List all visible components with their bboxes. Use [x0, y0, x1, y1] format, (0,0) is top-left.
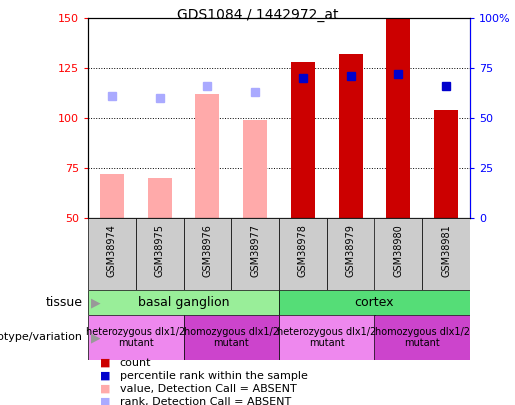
Text: basal ganglion: basal ganglion [138, 296, 229, 309]
Text: GSM38974: GSM38974 [107, 224, 117, 277]
Text: GSM38978: GSM38978 [298, 224, 308, 277]
Bar [291, 62, 315, 218]
Bar [148, 178, 171, 218]
Text: ▶: ▶ [91, 331, 100, 344]
Bar [183, 218, 231, 290]
Text: GSM38976: GSM38976 [202, 224, 212, 277]
Text: GSM38980: GSM38980 [393, 224, 403, 277]
Bar [339, 54, 363, 218]
Bar [88, 218, 136, 290]
Text: genotype/variation: genotype/variation [0, 333, 83, 343]
Text: heterozygous dlx1/2
mutant: heterozygous dlx1/2 mutant [86, 327, 185, 348]
Text: heterozygous dlx1/2
mutant: heterozygous dlx1/2 mutant [277, 327, 376, 348]
Bar [374, 218, 422, 290]
Bar [327, 218, 374, 290]
Bar [374, 315, 470, 360]
Bar [88, 290, 279, 315]
Text: rank, Detection Call = ABSENT: rank, Detection Call = ABSENT [119, 397, 291, 405]
Text: value, Detection Call = ABSENT: value, Detection Call = ABSENT [119, 384, 296, 394]
Text: homozygous dlx1/2
mutant: homozygous dlx1/2 mutant [184, 327, 279, 348]
Bar [136, 218, 183, 290]
Text: ■: ■ [100, 397, 111, 405]
Text: GDS1084 / 1442972_at: GDS1084 / 1442972_at [177, 8, 338, 22]
Text: count: count [119, 358, 151, 368]
Bar [386, 18, 410, 218]
Text: ■: ■ [100, 371, 111, 381]
Bar [88, 315, 183, 360]
Bar [183, 315, 279, 360]
Bar [195, 94, 219, 218]
Text: homozygous dlx1/2
mutant: homozygous dlx1/2 mutant [375, 327, 470, 348]
Bar [434, 110, 458, 218]
Text: ■: ■ [100, 384, 111, 394]
Text: GSM38981: GSM38981 [441, 224, 451, 277]
Bar [422, 218, 470, 290]
Text: percentile rank within the sample: percentile rank within the sample [119, 371, 307, 381]
Text: ▶: ▶ [91, 296, 100, 309]
Bar [279, 315, 374, 360]
Bar [100, 174, 124, 218]
Bar [243, 120, 267, 218]
Bar [279, 290, 470, 315]
Text: tissue: tissue [46, 296, 83, 309]
Text: GSM38975: GSM38975 [154, 224, 165, 277]
Bar [231, 218, 279, 290]
Text: cortex: cortex [355, 296, 394, 309]
Text: GSM38977: GSM38977 [250, 224, 260, 277]
Bar [279, 218, 327, 290]
Text: ■: ■ [100, 358, 111, 368]
Text: GSM38979: GSM38979 [346, 224, 356, 277]
